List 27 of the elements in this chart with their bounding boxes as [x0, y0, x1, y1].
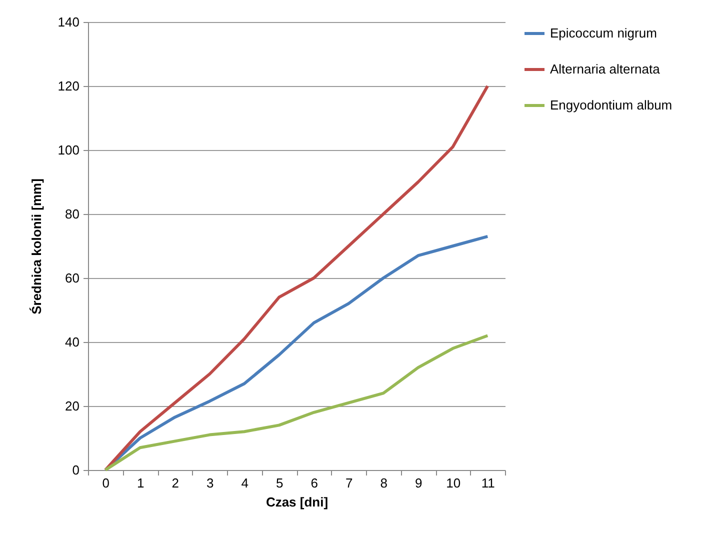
y-axis-title: Średnica kolonii [mm]: [28, 178, 44, 314]
y-tick-label: 20: [65, 398, 80, 414]
line-series: [104, 84, 490, 472]
x-tick-label: 1: [137, 476, 144, 490]
x-tick-label: 7: [346, 476, 353, 490]
y-tick-label: 80: [65, 206, 80, 222]
x-tick-label: 3: [206, 476, 214, 490]
x-tick-label: 0: [102, 476, 110, 490]
legend-label: Epicoccum nigrum: [550, 26, 657, 40]
y-tick-label: 100: [58, 142, 80, 158]
y-tick-label: 120: [58, 78, 80, 94]
x-tick-label: 2: [172, 476, 179, 490]
y-tick-label: 140: [58, 14, 80, 30]
x-tick-label: 8: [380, 476, 388, 490]
y-tick-label: 0: [72, 462, 80, 478]
x-tick-label: 10: [446, 476, 461, 490]
x-tick-label: 5: [276, 476, 284, 490]
line-series: [104, 334, 490, 472]
x-tick-label: 6: [310, 476, 318, 490]
x-tick-label: 9: [415, 476, 422, 490]
x-axis-title: Czas [dni]: [266, 494, 328, 510]
y-tick-label: 60: [65, 270, 80, 286]
legend-label: Engyodontium album: [550, 98, 672, 112]
legend-label: Alternaria alternata: [550, 62, 661, 76]
x-tick-label: 4: [241, 476, 248, 490]
y-tick-label: 40: [65, 334, 80, 350]
x-tick-label: 11: [481, 476, 495, 490]
